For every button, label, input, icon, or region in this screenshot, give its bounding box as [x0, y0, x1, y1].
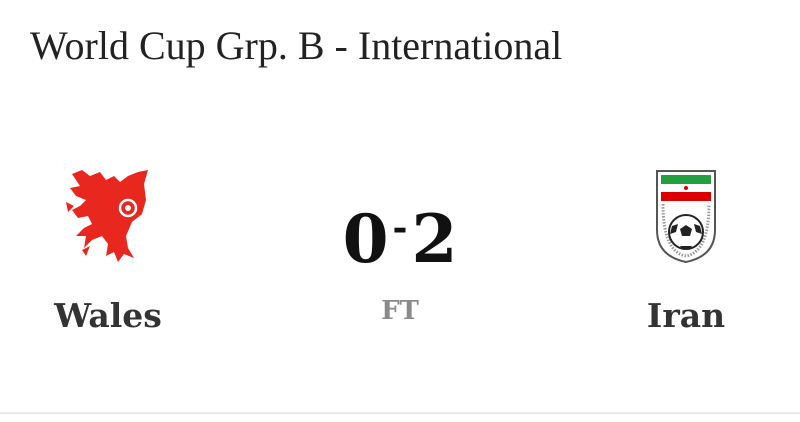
wales-dragon-crest-icon[interactable] [62, 166, 154, 264]
home-team-name[interactable]: Wales [54, 296, 162, 335]
iran-football-federation-crest-icon[interactable] [654, 168, 718, 264]
away-team-name[interactable]: Iran [646, 296, 726, 335]
home-score: 0 [342, 200, 389, 278]
away-score: 2 [411, 200, 458, 278]
scoreboard: 0 -2 [300, 188, 500, 279]
score-separator: - [392, 207, 408, 249]
competition-title: World Cup Grp. B - International [30, 23, 563, 68]
match-status: FT [381, 296, 419, 326]
divider [0, 412, 800, 414]
